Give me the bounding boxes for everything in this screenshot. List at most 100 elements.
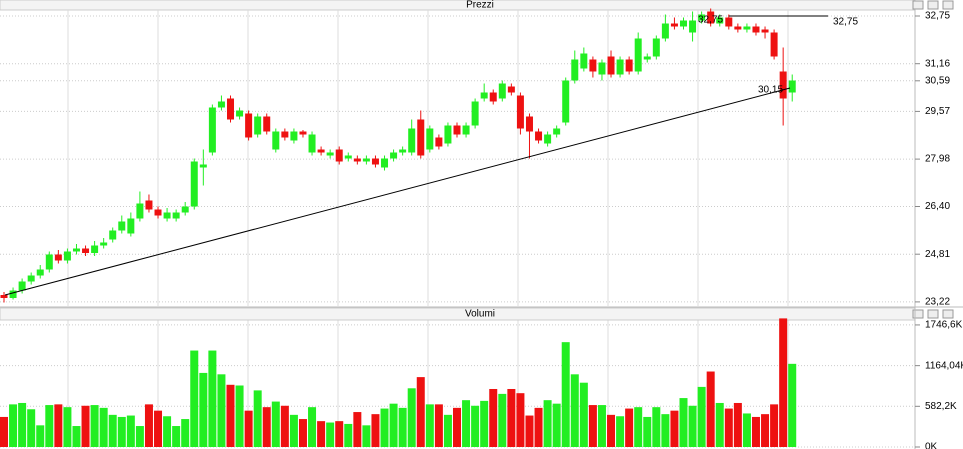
minimize-button[interactable] (912, 0, 924, 10)
level-label: 32,75 (698, 15, 723, 26)
volume-bar (0, 416, 8, 447)
candle-body (698, 14, 706, 21)
volume-bar (561, 342, 570, 447)
candle-body (390, 152, 398, 159)
candle-body (18, 281, 26, 291)
candle-body (63, 251, 71, 261)
candle-body (199, 164, 207, 168)
volume-bar (761, 414, 770, 447)
volume-bar (335, 421, 344, 447)
volume-bar (597, 405, 606, 447)
volume-bar (570, 374, 579, 447)
candle-body (335, 149, 343, 162)
volume-bar (371, 414, 380, 447)
y-tick-label: 0K (925, 442, 938, 449)
candle-body (743, 26, 751, 30)
volume-bar (253, 390, 262, 447)
y-tick-label: 31,16 (925, 58, 950, 69)
volume-bar (525, 415, 534, 447)
panel-header (0, 307, 916, 321)
volume-bar (244, 410, 253, 447)
volume-bar (770, 404, 779, 447)
candle-body (181, 206, 189, 213)
candle-body (562, 80, 570, 123)
candle-body (72, 248, 80, 252)
y-tick-label: 582,2K (925, 401, 957, 412)
candle-body (245, 113, 253, 138)
candle-body (417, 119, 425, 156)
candle-body (471, 101, 479, 126)
volume-bar (715, 402, 724, 447)
volume-bar (108, 414, 117, 447)
candle-body (516, 95, 524, 129)
y-tick-label: 30,59 (925, 75, 950, 86)
candle-body (707, 11, 715, 24)
minimize-button[interactable] (912, 309, 924, 319)
volume-bar (516, 393, 525, 447)
candle-body (326, 152, 334, 156)
panel-title: Volumi (465, 309, 495, 320)
volume-bar (45, 405, 54, 447)
candle-body (761, 29, 769, 33)
candle-body (127, 218, 135, 234)
volume-bar (144, 404, 153, 447)
candle-body (680, 20, 687, 27)
candle-body (580, 53, 588, 69)
candle-body (36, 269, 44, 276)
candle-body (45, 254, 53, 270)
volume-bar (398, 407, 407, 447)
volume-bar (625, 408, 634, 447)
y-tick-label: 27,98 (925, 154, 950, 165)
candle-body (752, 26, 760, 33)
close-button[interactable] (942, 0, 954, 10)
candle-body (227, 98, 234, 120)
candle-body (272, 131, 280, 150)
volume-bar (407, 388, 416, 447)
candle-body (145, 200, 153, 210)
candle-body (535, 131, 543, 141)
volume-bar (462, 400, 471, 447)
volume-bar (670, 410, 679, 447)
candle-body (9, 290, 17, 298)
candle-body (408, 128, 416, 153)
volume-bar (308, 407, 317, 447)
volume-bar (688, 405, 697, 447)
candle-body (652, 38, 660, 57)
close-button[interactable] (942, 309, 954, 319)
volume-bar (480, 400, 489, 447)
volume-bar (679, 398, 688, 447)
volume-bar (380, 408, 389, 447)
volume-bar (742, 413, 751, 447)
trendline-label: 30,15 (758, 85, 783, 96)
volume-bar (362, 425, 371, 447)
panel-title: Prezzi (466, 0, 494, 11)
candle-body (725, 17, 733, 27)
candle-body (453, 125, 461, 135)
volume-bar (416, 377, 425, 447)
candle-body (54, 254, 62, 261)
candle-body (118, 221, 126, 231)
maximize-button[interactable] (927, 0, 939, 10)
candle-body (290, 131, 298, 141)
candle-body (525, 116, 533, 132)
candle-body (716, 17, 724, 24)
candle-body (208, 107, 216, 153)
maximize-button[interactable] (927, 309, 939, 319)
y-tick-label: 1746,6K (925, 320, 963, 331)
volume-bar (724, 408, 733, 447)
volume-bar (779, 318, 788, 447)
volume-bar (434, 404, 443, 447)
volume-bar (661, 414, 670, 447)
volume-bar (298, 419, 307, 447)
candle-body (263, 116, 271, 132)
candle-body (444, 125, 452, 144)
volume-bar (18, 402, 27, 447)
candle-body (154, 209, 162, 216)
volume-bar (643, 416, 652, 447)
volume-bar (543, 400, 552, 447)
volume-bar (471, 405, 480, 447)
candle-body (498, 83, 506, 99)
volume-bar (199, 372, 208, 447)
window-buttons[interactable] (912, 0, 954, 319)
